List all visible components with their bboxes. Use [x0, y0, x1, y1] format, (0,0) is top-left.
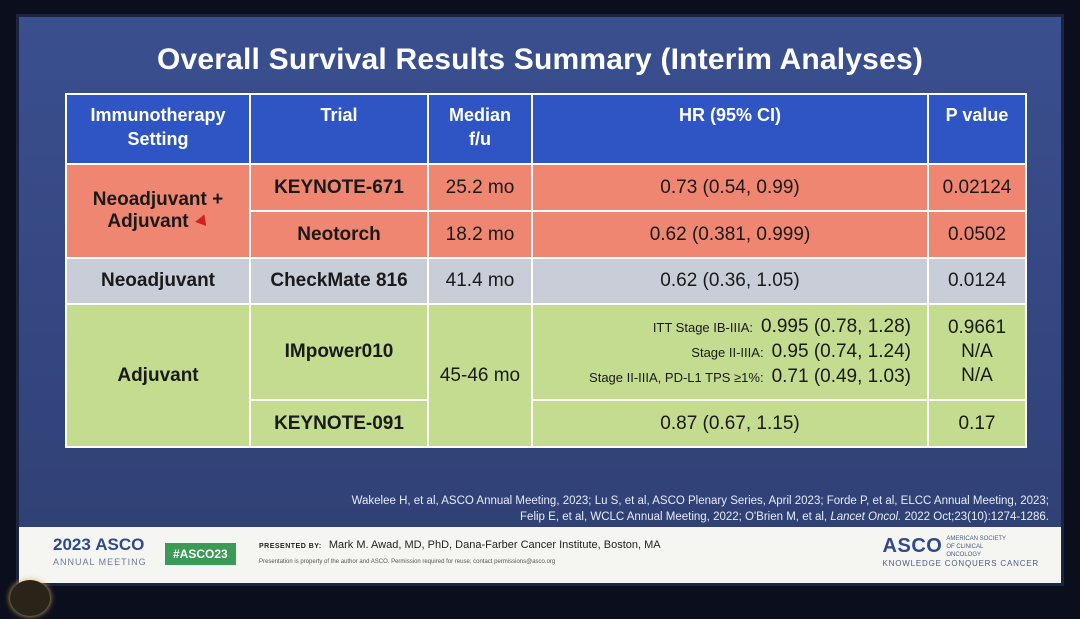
- fu-cell: 41.4 mo: [427, 257, 533, 305]
- header-setting: Immunotherapy Setting: [65, 93, 251, 165]
- trial-cell: KEYNOTE-671: [249, 163, 429, 212]
- subgroup-p: N/A: [961, 365, 993, 386]
- hr-cell: 0.62 (0.381, 0.999): [531, 210, 929, 259]
- meeting-name: ASCO: [95, 535, 145, 554]
- fu-cell: 25.2 mo: [427, 163, 533, 212]
- subgroup-hr: 0.995 (0.78, 1.28): [761, 315, 911, 337]
- table-row: KEYNOTE-091 0.87 (0.67, 1.15) 0.17: [66, 399, 1027, 448]
- trial-cell: CheckMate 816: [249, 257, 429, 305]
- copyright-note: Presentation is property of the author a…: [259, 559, 556, 565]
- subgroup-label: ITT Stage IB-IIIA:: [652, 319, 753, 335]
- p-cell: 0.9661 N/A N/A: [927, 303, 1027, 401]
- trial-cell: KEYNOTE-091: [249, 399, 429, 448]
- speaker-light: [10, 580, 50, 616]
- setting-cell: Neoadjuvant + Adjuvant: [65, 163, 251, 259]
- table-row: Neoadjuvant CheckMate 816 41.4 mo 0.62 (…: [65, 257, 1027, 305]
- presenter-name: Mark M. Awad, MD, PhD, Dana-Farber Cance…: [328, 539, 661, 551]
- presenter-line: PRESENTED BY: Mark M. Awad, MD, PhD, Dan…: [259, 539, 661, 551]
- reference-citation: 2022 Oct;23(10):1274-1286.: [904, 511, 1050, 523]
- cursor-icon: [194, 214, 211, 230]
- p-cell: 0.0124: [927, 257, 1027, 305]
- subgroup-line: Stage II-IIIA, PD-L1 TPS ≥1%: 0.71 (0.49…: [541, 365, 919, 390]
- p-cell: 0.0502: [927, 210, 1027, 259]
- org-name: ASCO: [882, 535, 943, 557]
- header-trial: Trial: [249, 93, 429, 165]
- meeting-year: 2023: [53, 535, 91, 554]
- subgroup-label: Stage II-IIIA:: [691, 344, 764, 360]
- fu-cell: 18.2 mo: [427, 210, 533, 259]
- subgroup-p: N/A: [961, 341, 993, 362]
- org-tagline: KNOWLEDGE CONQUERS CANCER: [882, 559, 1039, 568]
- reference-line-2: Felip E, et al, WCLC Annual Meeting, 202…: [229, 509, 1049, 525]
- subgroup-line: ITT Stage IB-IIIA: 0.995 (0.78, 1.28): [541, 315, 919, 340]
- header-p-value: P value: [927, 93, 1027, 165]
- subgroup-line: Stage II-IIIA: 0.95 (0.74, 1.24): [541, 340, 919, 365]
- presented-by-label: PRESENTED BY:: [259, 543, 322, 550]
- meeting-subtitle: ANNUAL MEETING: [53, 557, 147, 567]
- journal-name: Lancet Oncol.: [830, 511, 902, 523]
- header-hr: HR (95% CI): [531, 93, 929, 165]
- subgroup-label: Stage II-IIIA, PD-L1 TPS ≥1%:: [589, 369, 764, 385]
- table-row: Neoadjuvant + Adjuvant KEYNOTE-671 25.2 …: [65, 163, 1027, 259]
- setting-cell: Neoadjuvant: [65, 257, 251, 305]
- table-row: Neotorch 18.2 mo 0.62 (0.381, 0.999) 0.0…: [66, 210, 1027, 259]
- reference-text: Felip E, et al, WCLC Annual Meeting, 202…: [520, 511, 828, 523]
- trial-cell: Neotorch: [249, 210, 429, 259]
- p-cell: 0.17: [927, 399, 1027, 448]
- meeting-logo: 2023 ASCO ANNUAL MEETING: [53, 535, 147, 570]
- slide: Overall Survival Results Summary (Interi…: [16, 14, 1064, 586]
- subgroup-p: 0.9661: [947, 317, 1007, 338]
- header-median-fu: Median f/u: [427, 93, 533, 165]
- hr-cell: 0.73 (0.54, 0.99): [531, 163, 929, 212]
- table-row: Adjuvant IMpower010 45-46 mo ITT Stage I…: [65, 303, 1027, 448]
- subgroup-hr: 0.95 (0.74, 1.24): [771, 340, 911, 362]
- hashtag-badge: #ASCO23: [165, 543, 236, 565]
- slide-title: Overall Survival Results Summary (Interi…: [156, 43, 924, 76]
- references: Wakelee H, et al, ASCO Annual Meeting, 2…: [229, 493, 1049, 525]
- p-cell: 0.02124: [927, 163, 1027, 212]
- org-full-name: AMERICAN SOCIETY OF CLINICAL ONCOLOGY: [946, 536, 1006, 558]
- fu-cell: 45-46 mo: [427, 303, 533, 448]
- trial-cell: IMpower010: [249, 303, 429, 401]
- subgroup-hr: 0.71 (0.49, 1.03): [771, 365, 911, 387]
- header-row: Immunotherapy Setting Trial Median f/u H…: [65, 93, 1027, 165]
- hr-cell: 0.62 (0.36, 1.05): [531, 257, 929, 305]
- reference-line-1: Wakelee H, et al, ASCO Annual Meeting, 2…: [351, 495, 1049, 507]
- hr-cell: ITT Stage IB-IIIA: 0.995 (0.78, 1.28) St…: [531, 303, 929, 401]
- footer-bar: 2023 ASCO ANNUAL MEETING #ASCO23 PRESENT…: [19, 527, 1061, 583]
- survival-table: Immunotherapy Setting Trial Median f/u H…: [65, 93, 1027, 448]
- hr-cell: 0.87 (0.67, 1.15): [531, 399, 929, 448]
- asco-logo: ASCO AMERICAN SOCIETY OF CLINICAL ONCOLOG…: [883, 535, 1039, 568]
- setting-cell: Adjuvant: [65, 303, 251, 448]
- setting-label: Neoadjuvant + Adjuvant: [92, 189, 224, 232]
